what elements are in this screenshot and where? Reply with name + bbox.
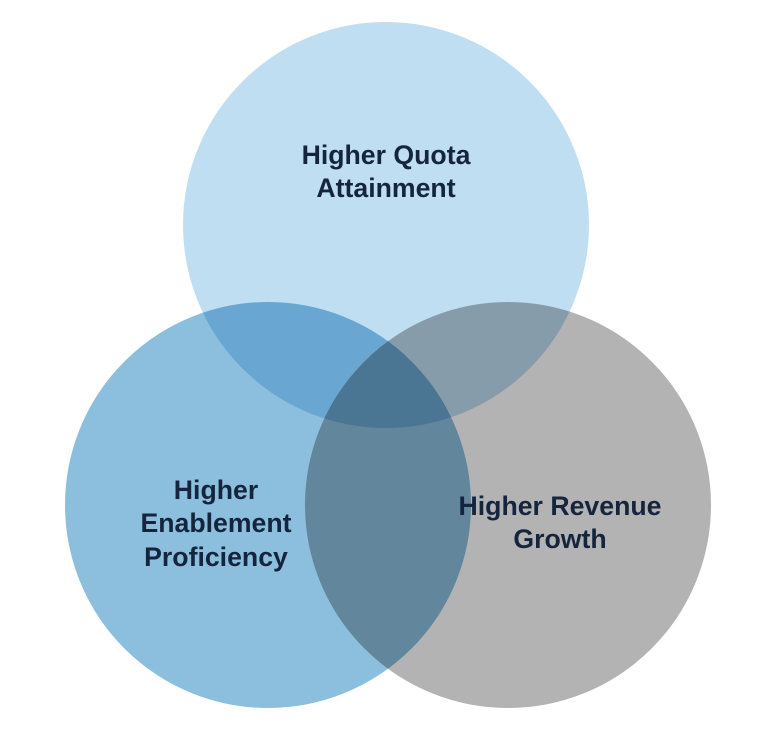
venn-label-right: Higher Revenue Growth (430, 490, 690, 557)
venn-label-top: Higher Quota Attainment (236, 139, 536, 206)
venn-diagram: Higher Quota Attainment Higher Enablemen… (0, 0, 775, 741)
venn-label-left: Higher Enablement Proficiency (86, 474, 346, 574)
